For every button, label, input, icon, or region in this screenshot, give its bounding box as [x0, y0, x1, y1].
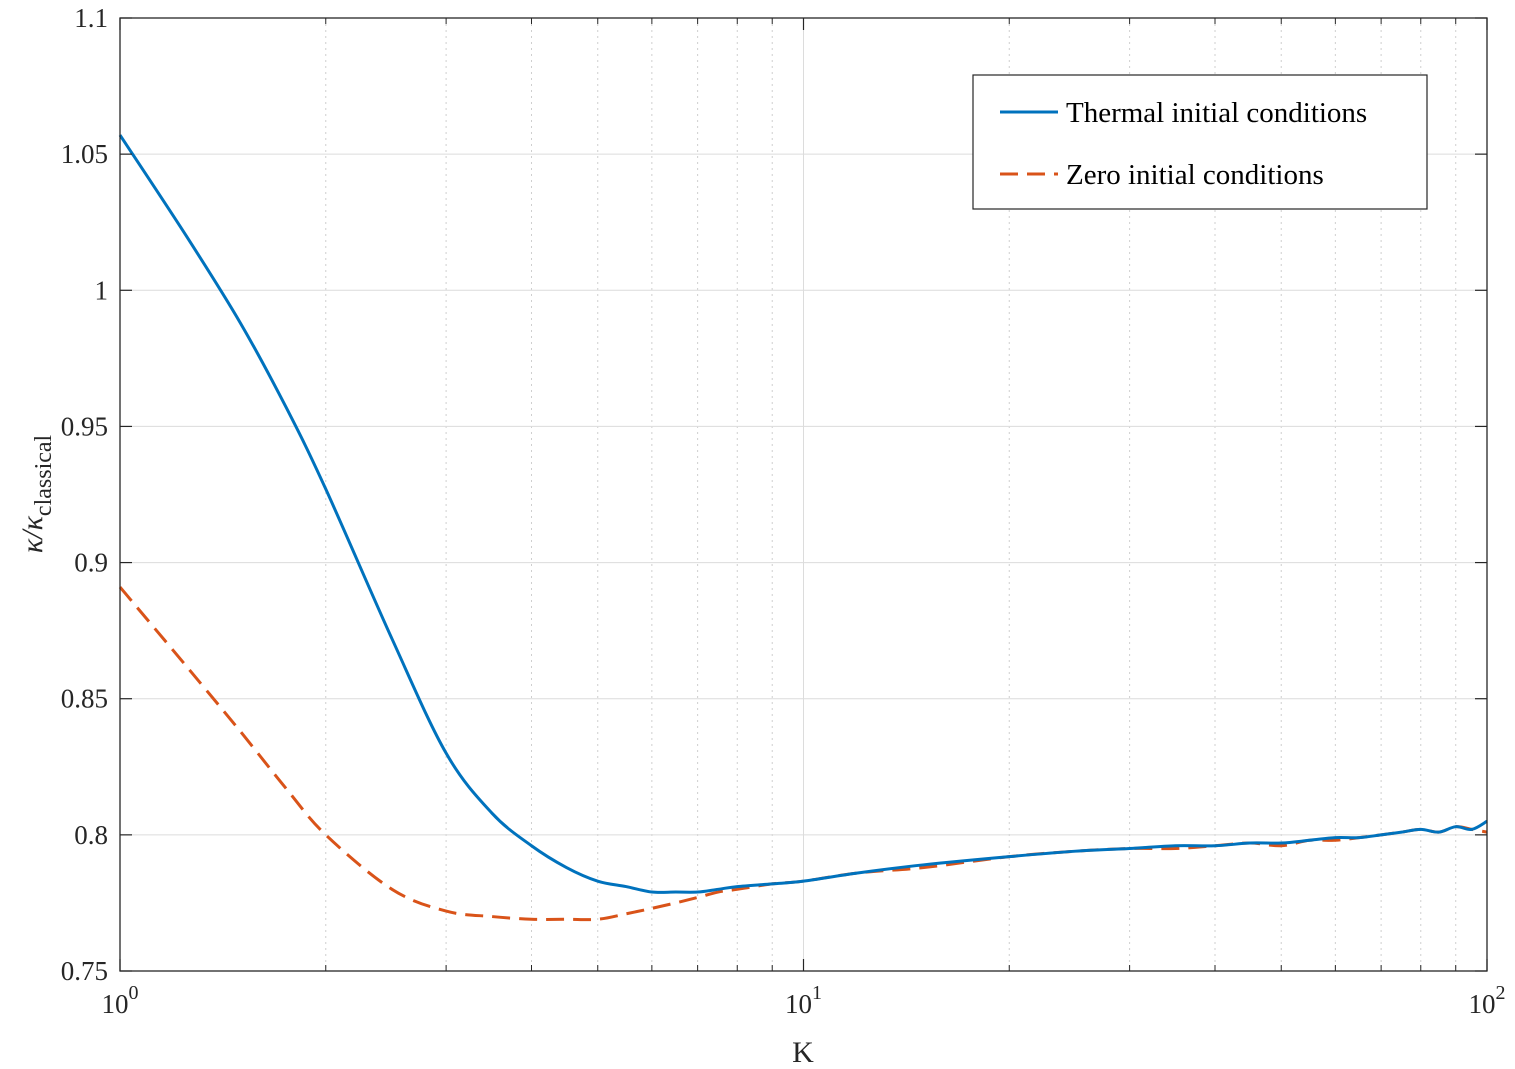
- x-axis-label: K: [792, 1036, 814, 1069]
- x-tick-label-base: 10: [785, 989, 812, 1019]
- x-tick-label-exponent: 2: [1496, 982, 1506, 1004]
- x-tick-label-exponent: 1: [812, 982, 822, 1004]
- y-axis-label: κ/κclassical: [16, 434, 57, 553]
- x-tick-label: 102: [1469, 982, 1506, 1019]
- y-tick-label: 1.1: [74, 3, 108, 33]
- y-tick-label: 0.95: [61, 411, 108, 441]
- x-tick-label: 101: [785, 982, 822, 1019]
- legend-box: [972, 74, 1428, 210]
- y-tick-label: 1.05: [61, 139, 108, 169]
- x-tick-label: 100: [102, 982, 139, 1019]
- y-tick-label: 0.75: [61, 956, 108, 986]
- y-tick-label: 1: [95, 275, 109, 305]
- legend-label-thermal: Thermal initial conditions: [1066, 97, 1367, 129]
- legend-label-zero: Zero initial conditions: [1066, 159, 1324, 191]
- y-tick-label: 0.9: [74, 548, 108, 578]
- series-layer: [118, 134, 1488, 922]
- x-tick-label-exponent: 0: [129, 982, 139, 1004]
- legend: Thermal initial conditions Zero initial …: [972, 74, 1428, 210]
- x-tick-label-base: 10: [102, 989, 129, 1019]
- y-axis-label-sub: classical: [31, 434, 57, 516]
- svg-text:κ/κclassical: κ/κclassical: [16, 434, 57, 553]
- x-tick-label-base: 10: [1469, 989, 1496, 1019]
- y-tick-label: 0.8: [74, 820, 108, 850]
- y-tick-label: 0.85: [61, 684, 108, 714]
- series-line-thermal: [118, 134, 1488, 894]
- y-axis-label-main: κ/κ: [16, 515, 49, 553]
